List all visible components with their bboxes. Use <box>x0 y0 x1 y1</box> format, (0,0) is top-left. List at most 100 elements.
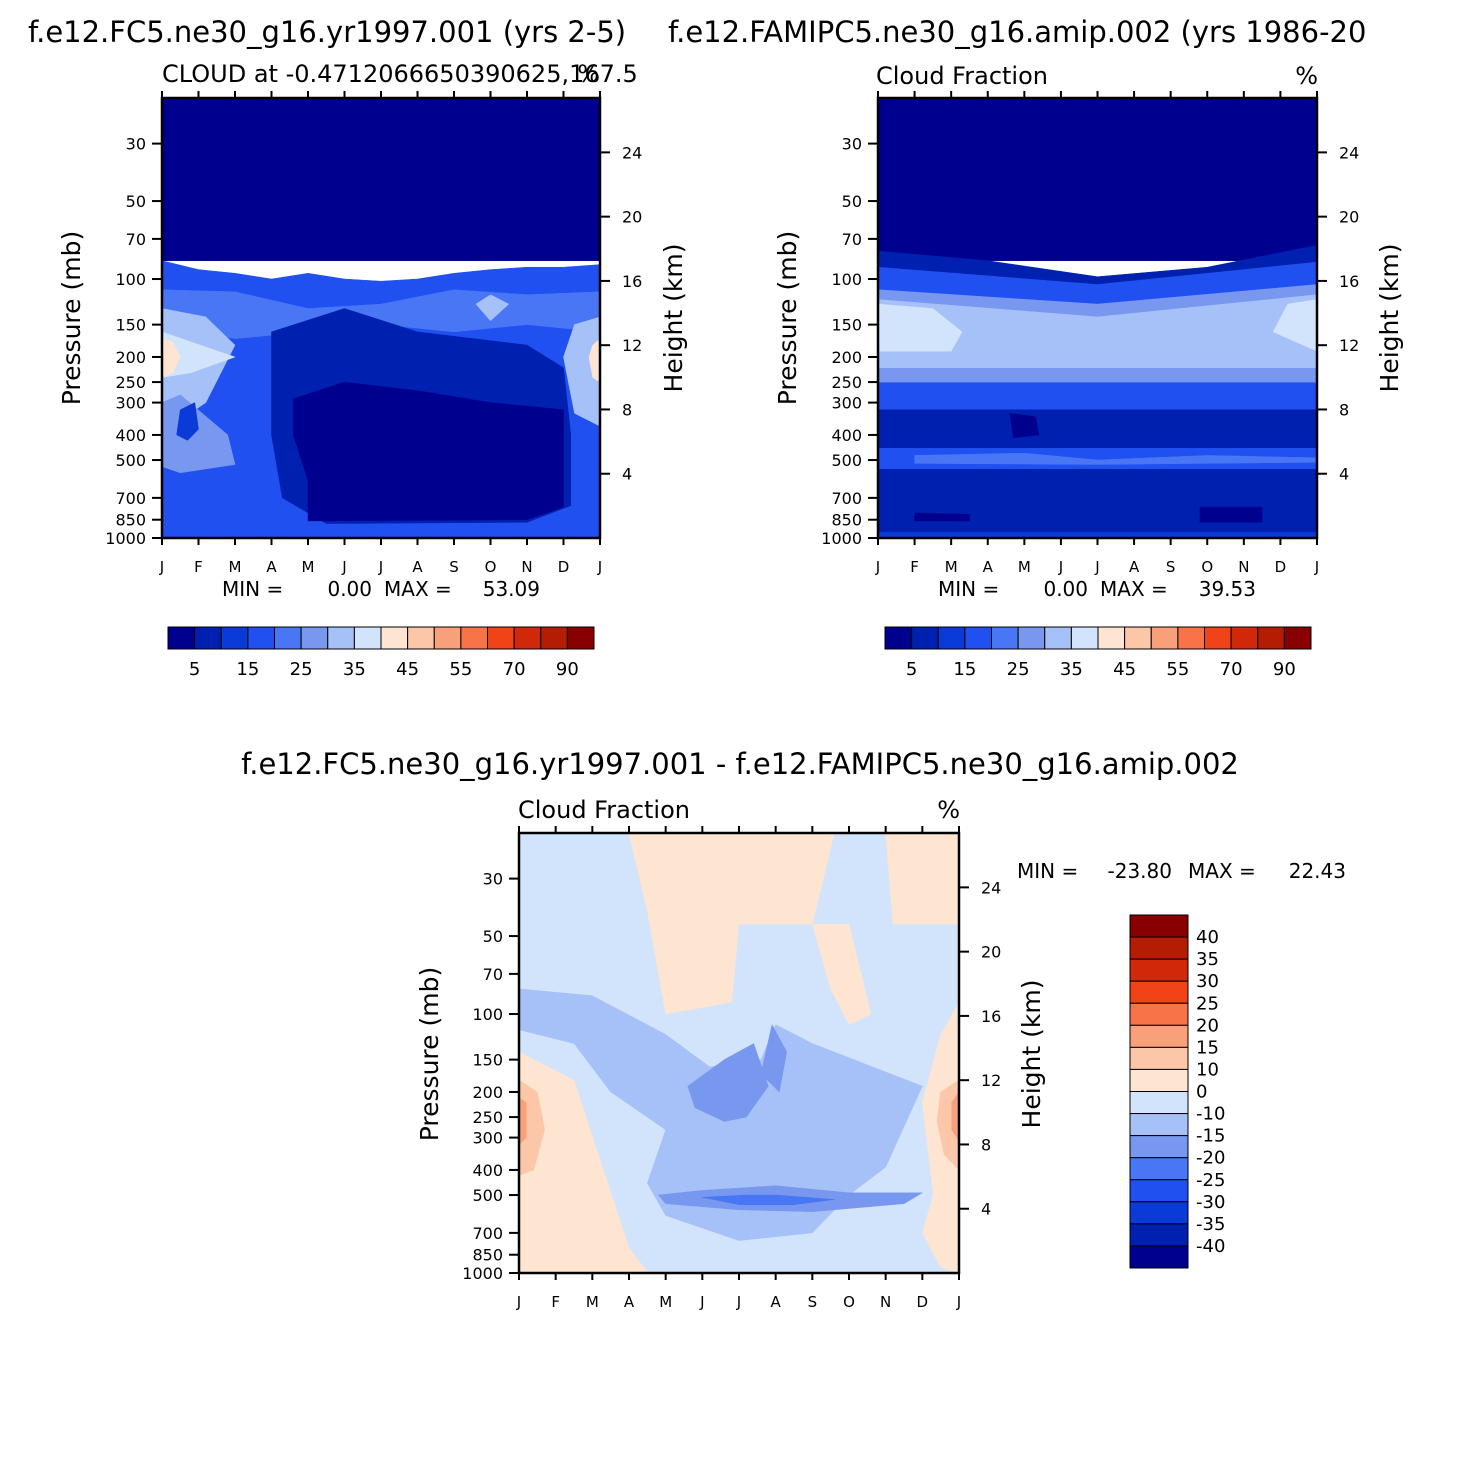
panel-right-plot: J F M A M J J A S O N D J 30 50 70 100 150 200 250 300 400 500… <box>821 91 1359 576</box>
x-tick-label: J <box>159 558 164 576</box>
min-label: MIN = <box>222 577 283 601</box>
colorbar-label: 30 <box>1196 971 1219 992</box>
contour-band-500b <box>914 452 1317 465</box>
contour-pos-top-left <box>628 833 835 1015</box>
colorbar-cell <box>1177 626 1205 650</box>
contour-jan-peak <box>162 338 181 378</box>
x-tick-label: J <box>1058 558 1063 576</box>
x-tick-label: N <box>1238 558 1249 576</box>
colorbar-cell <box>991 626 1019 650</box>
y-tick-label: 100 <box>115 270 146 289</box>
x-tick-label: J <box>341 558 346 576</box>
y-tick-label: 400 <box>115 426 146 445</box>
y-tick-label: 1000 <box>105 529 146 548</box>
colorbar-cell <box>1129 936 1189 960</box>
y-tick-label: 400 <box>472 1161 503 1180</box>
panel-right-title: f.e12.FAMIPC5.ne30_g16.amip.002 (yrs 198… <box>668 15 1366 49</box>
colorbar-cell <box>1129 1113 1189 1137</box>
colorbar-cell <box>1129 1068 1189 1092</box>
colorbar-label: 55 <box>449 659 472 680</box>
colorbar-label: 45 <box>396 659 419 680</box>
colorbar-cell <box>566 626 595 650</box>
y-tick-right-label: 8 <box>981 1135 991 1154</box>
y-tick-label: 150 <box>472 1051 503 1070</box>
contour-jan-core <box>162 331 236 378</box>
y-tick-label: 150 <box>115 316 146 335</box>
min-label: MIN = <box>938 577 999 601</box>
contour-low-spot2 <box>1199 506 1263 523</box>
colorbar-cell <box>274 626 302 650</box>
y-tick-right-label: 12 <box>1339 336 1359 355</box>
x-tick-label: S <box>1166 558 1176 576</box>
colorbar-label: 10 <box>1196 1059 1219 1080</box>
x-tick-label: A <box>266 558 277 576</box>
colorbar-label: -35 <box>1196 1214 1225 1235</box>
colorbar-cell <box>1129 1179 1189 1203</box>
y-tick-right-label: 8 <box>622 400 632 419</box>
contour-pos-top-right <box>885 833 959 925</box>
contour-mid-dark <box>878 409 1317 444</box>
colorbar-cell <box>407 626 435 650</box>
x-tick-label: J <box>597 558 602 576</box>
colorbar-label: 25 <box>290 659 313 680</box>
panel-diff-subtitle: Cloud Fraction <box>518 796 690 824</box>
contour-sep-high <box>475 294 510 322</box>
colorbar-cell <box>1070 626 1099 650</box>
x-tick-label: J <box>736 1293 741 1311</box>
colorbar-cell <box>487 626 515 650</box>
x-tick-label: A <box>412 558 423 576</box>
colorbar-label: 15 <box>953 659 976 680</box>
panel-right-subtitle: Cloud Fraction <box>876 62 1048 90</box>
colorbar-label: 25 <box>1007 659 1030 680</box>
y-tick-label: 700 <box>831 489 862 508</box>
contour-upper-l6 <box>878 294 1317 368</box>
colorbar-cell <box>194 626 222 650</box>
y-tick-label: 50 <box>126 192 146 211</box>
colorbar-cell <box>1129 1201 1189 1225</box>
colorbar-cell <box>1044 626 1072 650</box>
y-tick-label: 30 <box>483 870 503 889</box>
contour-dec-peak <box>588 338 600 383</box>
x-tick-label: M <box>229 558 242 576</box>
colorbar-cell <box>1017 626 1046 650</box>
y-tick-label: 200 <box>831 348 862 367</box>
y-tick-right-label: 24 <box>622 143 642 162</box>
min-value: 0.00 <box>1043 577 1088 601</box>
min-value: -23.80 <box>1108 859 1172 883</box>
x-tick-label: A <box>771 1293 782 1311</box>
panel-right-ylabel-right: Height (km) <box>1375 244 1404 393</box>
colorbar-label: -15 <box>1196 1126 1225 1147</box>
colorbar-cell <box>167 626 196 650</box>
max-label: MAX = <box>1188 859 1256 883</box>
panel-diff-ylabel: Pressure (mb) <box>415 967 444 1141</box>
y-tick-label: 50 <box>483 927 503 946</box>
x-tick-label: J <box>1314 558 1319 576</box>
y-tick-label: 1000 <box>821 529 862 548</box>
panel-right-units: % <box>1295 62 1318 90</box>
contour-pos-nov <box>812 923 872 1025</box>
x-tick-label: J <box>378 558 383 576</box>
colorbar-cell <box>1129 1135 1189 1159</box>
y-tick-label: 70 <box>483 965 503 984</box>
y-tick-right-label: 8 <box>1339 400 1349 419</box>
panel-left-units: % <box>577 60 600 88</box>
min-label: MIN = <box>1017 859 1078 883</box>
colorbar-cell <box>1129 1223 1189 1247</box>
x-tick-label: N <box>880 1293 891 1311</box>
panel-left-title: f.e12.FC5.ne30_g16.yr1997.001 (yrs 2-5) <box>28 15 626 49</box>
x-tick-label: J <box>699 1293 704 1311</box>
x-tick-label: F <box>551 1293 560 1311</box>
x-tick-label: S <box>449 558 459 576</box>
y-tick-label: 500 <box>115 451 146 470</box>
contour-field <box>519 833 959 1273</box>
colorbar-cell <box>1129 980 1189 1004</box>
colorbar-label: 0 <box>1196 1082 1207 1103</box>
y-tick-label: 30 <box>842 135 862 154</box>
panel-right-ylabel: Pressure (mb) <box>773 231 802 405</box>
max-value: 39.53 <box>1199 577 1256 601</box>
x-tick-label: O <box>843 1293 855 1311</box>
y-tick-label: 300 <box>831 394 862 413</box>
panel-left-ylabel: Pressure (mb) <box>57 231 86 405</box>
